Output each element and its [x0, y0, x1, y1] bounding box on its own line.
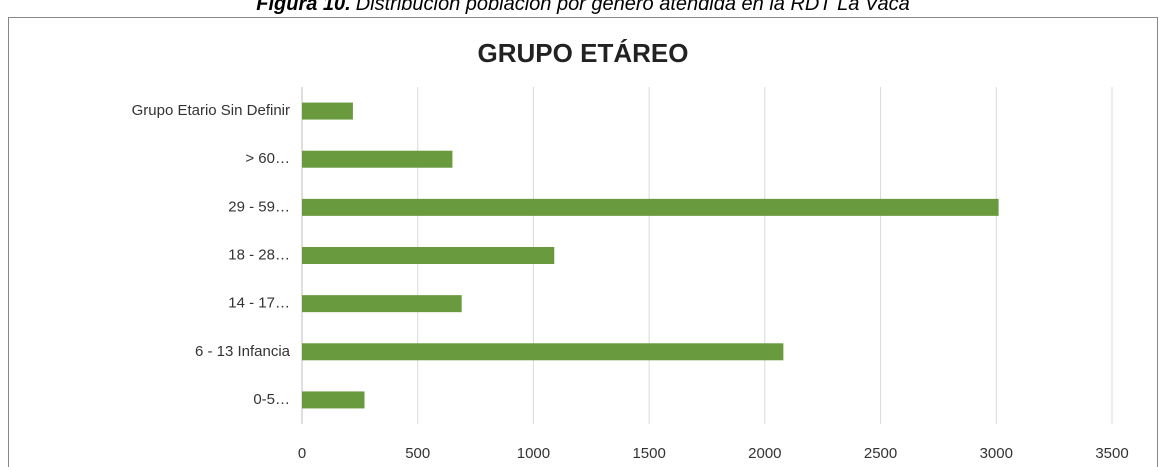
- x-tick-label: 2000: [748, 445, 781, 462]
- y-tick-label: 0-5…: [253, 391, 290, 408]
- caption-text: Distribución población por género atendi…: [356, 0, 910, 15]
- x-tick-label: 1000: [517, 445, 550, 462]
- caption-label: Figura 10.: [256, 0, 350, 15]
- y-tick-label: > 60…: [245, 150, 290, 167]
- bar: [302, 391, 365, 409]
- y-tick-label: Grupo Etario Sin Definir: [132, 102, 290, 119]
- x-tick-label: 500: [405, 445, 430, 462]
- bar: [302, 102, 353, 120]
- bar: [302, 343, 784, 361]
- x-tick-label: 3000: [980, 445, 1013, 462]
- y-tick-label: 18 - 28…: [228, 246, 290, 263]
- y-tick-label: 6 - 13 Infancia: [195, 343, 291, 360]
- y-tick-label: 29 - 59…: [228, 198, 290, 215]
- figure-caption: Figura 10. Distribución población por gén…: [256, 0, 910, 15]
- bar: [302, 295, 462, 313]
- y-tick-label: 14 - 17…: [228, 295, 290, 312]
- x-tick-label: 0: [298, 445, 306, 462]
- bar: [302, 150, 453, 168]
- bar: [302, 198, 999, 216]
- x-tick-label: 3500: [1095, 445, 1128, 462]
- chart-frame: [8, 17, 1158, 467]
- x-tick-label: 1500: [632, 445, 665, 462]
- bar: [302, 247, 555, 264]
- chart-title: GRUPO ETÁREO: [478, 38, 689, 68]
- x-tick-label: 2500: [864, 445, 897, 462]
